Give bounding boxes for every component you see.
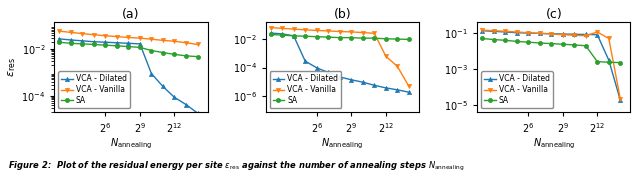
Title: (b): (b) — [333, 8, 351, 21]
X-axis label: $N_{\rm annealing}$: $N_{\rm annealing}$ — [532, 136, 575, 151]
X-axis label: $N_{\rm annealing}$: $N_{\rm annealing}$ — [110, 136, 152, 151]
Legend: VCA - Dilated, VCA - Vanilla, SA: VCA - Dilated, VCA - Vanilla, SA — [481, 71, 553, 108]
Title: (c): (c) — [545, 8, 562, 21]
Text: Figure 2:  Plot of the residual energy per site $\epsilon_{\rm res}$ against the: Figure 2: Plot of the residual energy pe… — [8, 160, 465, 173]
Title: (a): (a) — [122, 8, 140, 21]
X-axis label: $N_{\rm annealing}$: $N_{\rm annealing}$ — [321, 136, 364, 151]
Legend: VCA - Dilated, VCA - Vanilla, SA: VCA - Dilated, VCA - Vanilla, SA — [269, 71, 341, 108]
Legend: VCA - Dilated, VCA - Vanilla, SA: VCA - Dilated, VCA - Vanilla, SA — [58, 71, 130, 108]
Y-axis label: $\epsilon_{\rm res}$: $\epsilon_{\rm res}$ — [6, 57, 19, 77]
